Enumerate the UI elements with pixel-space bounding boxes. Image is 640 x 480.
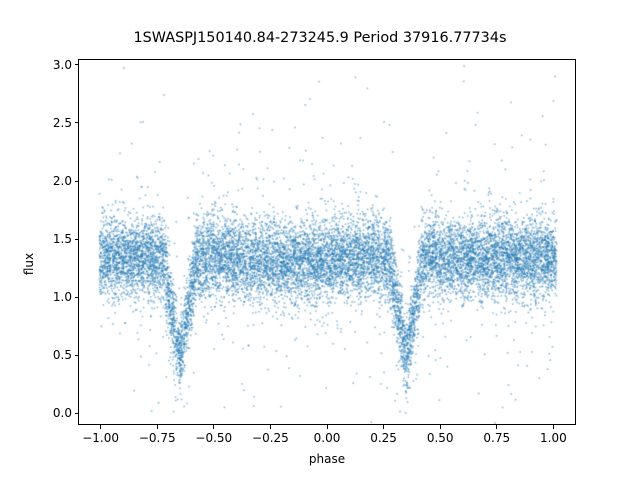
y-tick-label: 0.5	[52, 348, 72, 363]
x-tick-label: −0.25	[252, 431, 289, 445]
x-axis-label: phase	[308, 452, 346, 466]
y-tick-label: 1.0	[52, 290, 72, 305]
y-axis-label: flux	[22, 252, 36, 276]
x-tick-mark	[326, 425, 328, 429]
x-tick-label: 0.75	[483, 431, 511, 445]
y-tick-mark	[74, 180, 78, 182]
y-tick-mark	[74, 238, 78, 240]
x-tick-mark	[383, 425, 385, 429]
y-tick-label: 2.0	[52, 174, 72, 188]
x-tick-mark	[439, 425, 441, 429]
x-tick-label: −1.00	[82, 431, 120, 445]
y-tick-mark	[74, 354, 78, 356]
x-tick-mark	[269, 425, 271, 429]
x-tick-label: −0.75	[138, 431, 176, 445]
x-tick-mark	[100, 425, 102, 429]
y-tick-mark	[74, 296, 78, 298]
scatter-plot-canvas	[79, 60, 575, 424]
x-tick-mark	[496, 425, 498, 429]
x-tick-label: 0.25	[370, 431, 397, 445]
x-tick-mark	[552, 425, 554, 429]
x-tick-label: 1.00	[540, 431, 567, 445]
plot-axes-frame	[78, 59, 576, 425]
y-tick-mark	[74, 412, 78, 414]
x-tick-mark	[156, 425, 158, 429]
y-tick-label: 3.0	[52, 57, 72, 72]
y-tick-mark	[74, 64, 78, 66]
x-tick-label: −0.50	[195, 431, 233, 445]
y-tick-label: 0.0	[52, 406, 72, 421]
x-tick-label: 0.50	[426, 431, 454, 445]
y-tick-mark	[74, 122, 78, 124]
y-tick-label: 2.5	[52, 115, 72, 130]
x-tick-mark	[213, 425, 215, 429]
y-tick-label: 1.5	[52, 232, 72, 247]
page-title: 1SWASPJ150140.84-273245.9 Period 37916.7…	[133, 30, 507, 46]
x-tick-label: 0.00	[313, 431, 341, 445]
